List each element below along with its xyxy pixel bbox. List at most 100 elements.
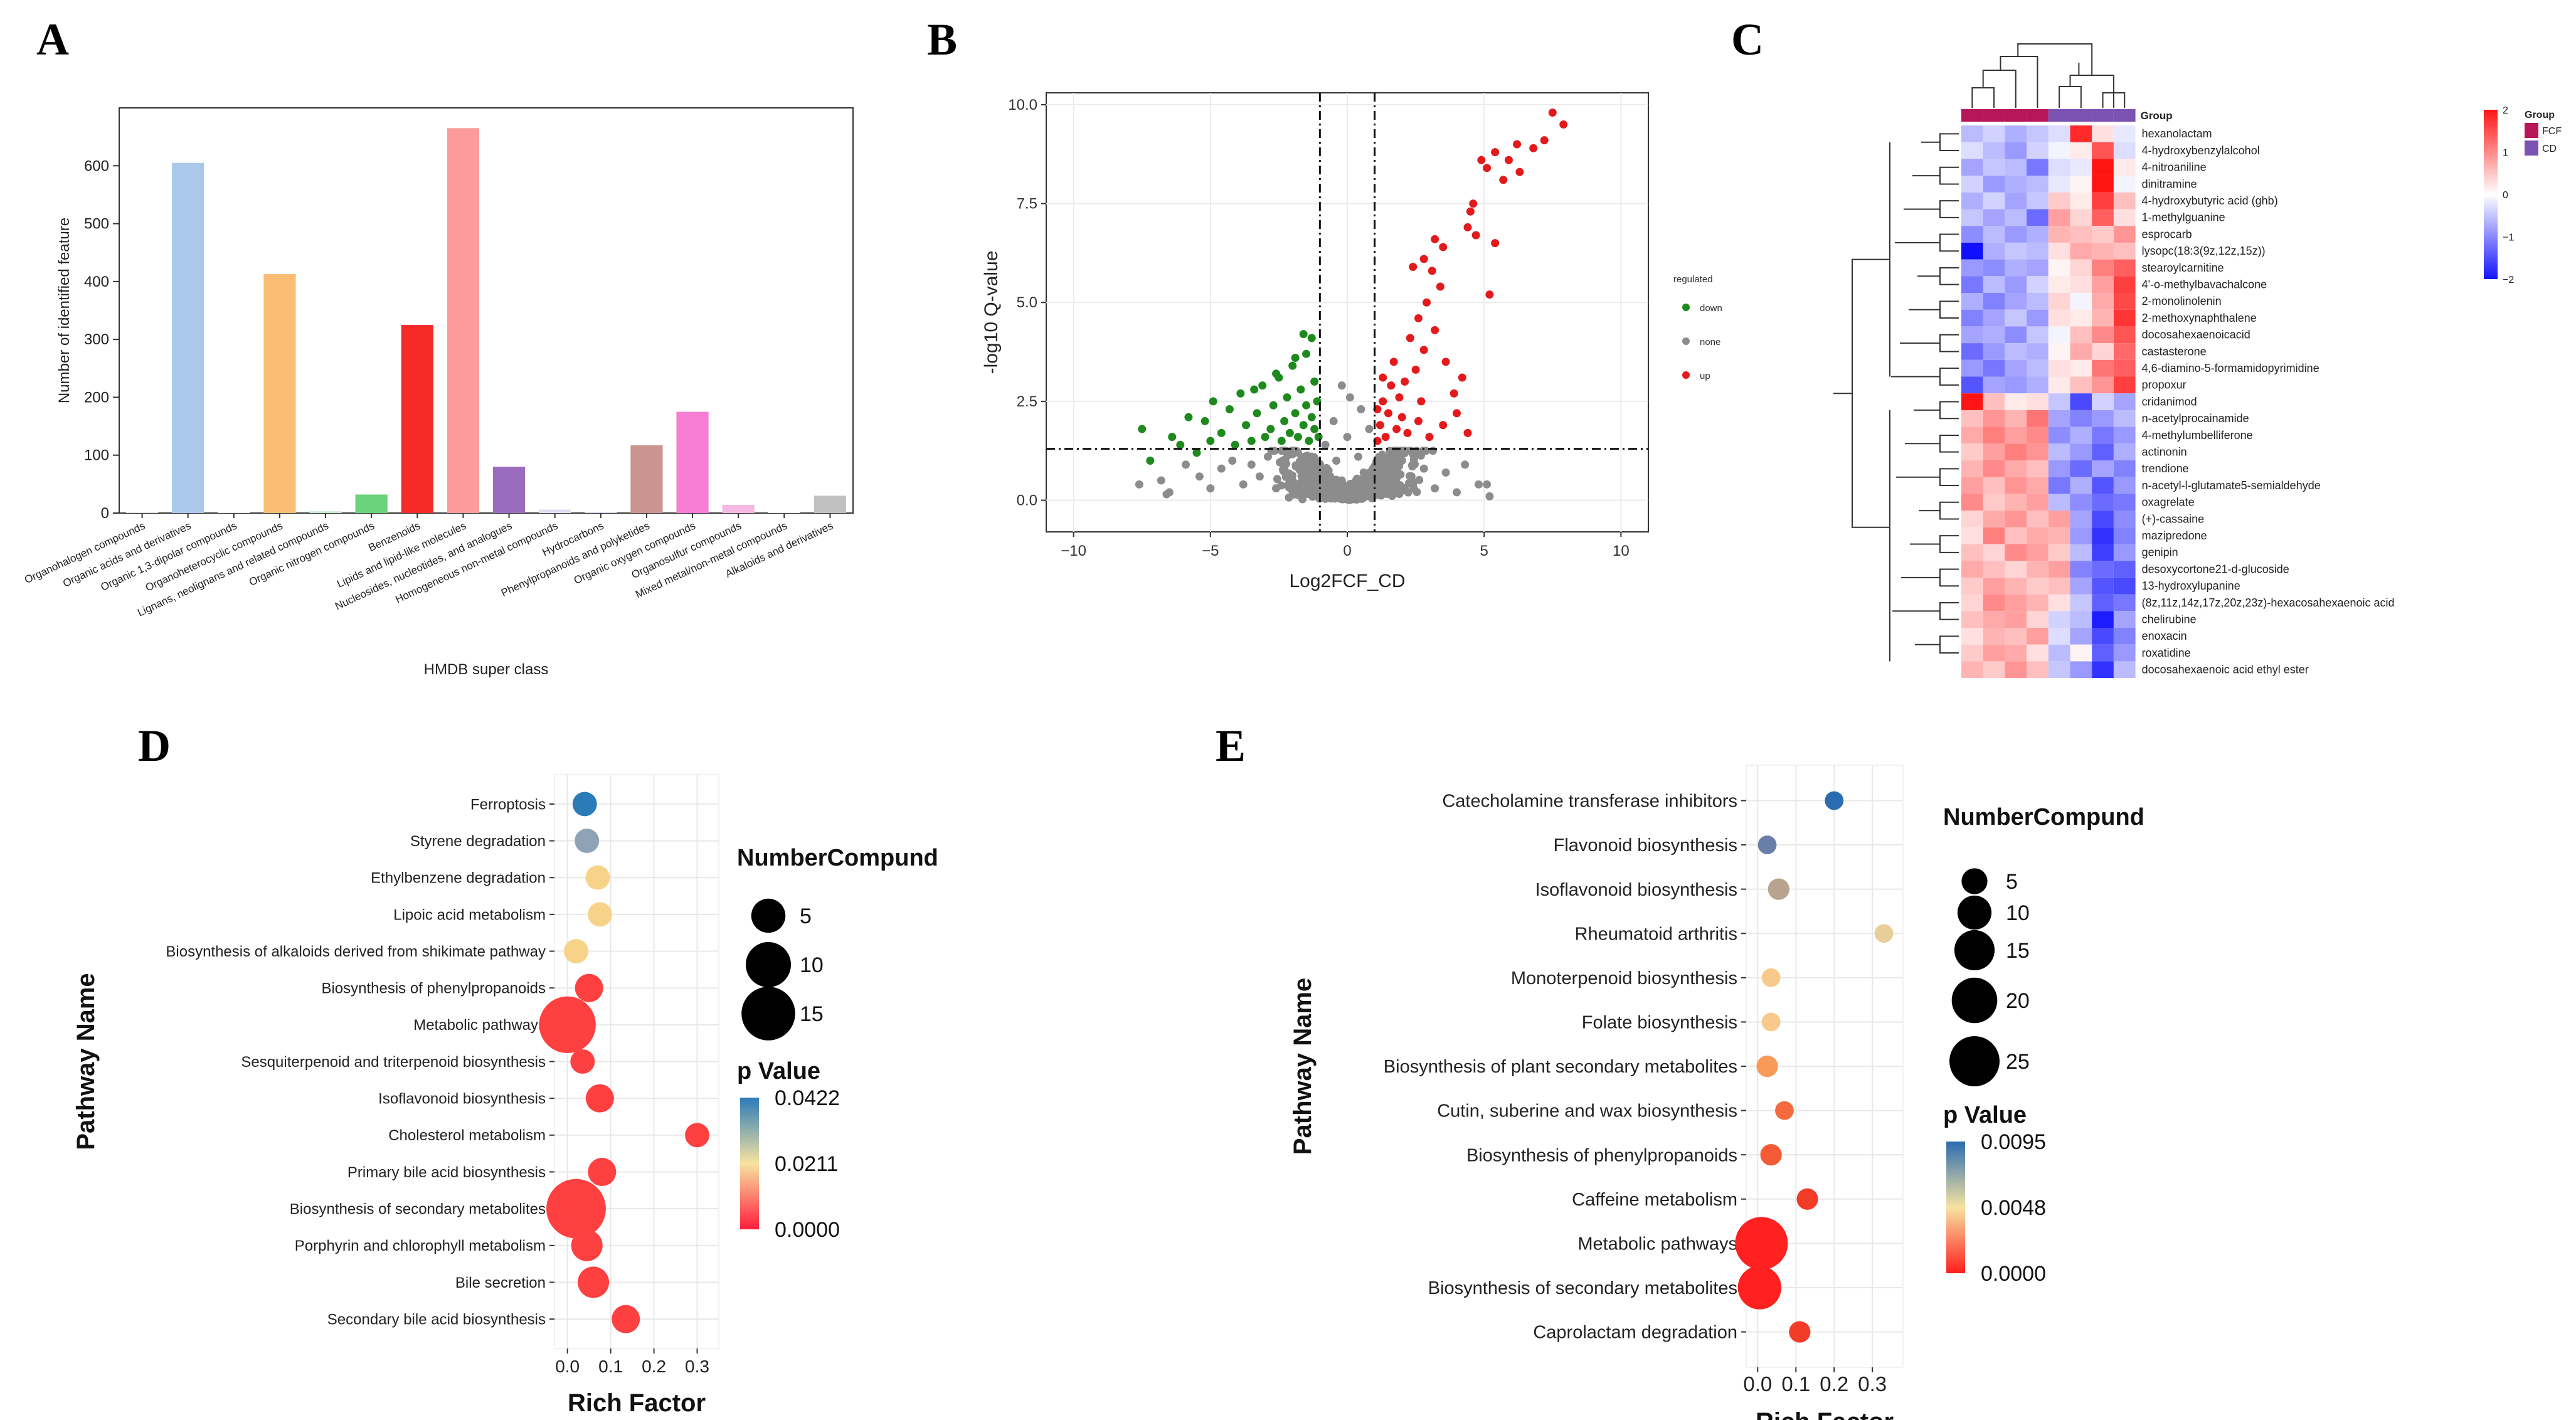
heatmap-cell (2048, 293, 2070, 310)
x-tick-label: 0.0 (1743, 1372, 1772, 1396)
point-up (1450, 389, 1458, 398)
color-legend-label: 0.0048 (1981, 1196, 2046, 1220)
heatmap-cell (2027, 359, 2049, 377)
point-none (1255, 472, 1264, 481)
point-none (1337, 476, 1346, 485)
point-up (1381, 433, 1390, 442)
point-down (1236, 389, 1245, 398)
heatmap-cell (2070, 293, 2092, 310)
volcano-plot: −10 −5 0 5 10 0.0 2.5 5.0 7.5 10.0 Log2FCF_CD -log1… (981, 92, 1722, 591)
point-up (1469, 199, 1478, 208)
point-down (1272, 369, 1281, 378)
colorbar-tick-label: 2 (2503, 105, 2508, 116)
x-tick-label: 0.0 (555, 1357, 580, 1376)
point-up (1513, 140, 1522, 149)
heatmap-cell (2113, 326, 2136, 344)
heatmap-cell (1983, 276, 2005, 293)
heatmap-cell (2070, 544, 2092, 561)
point-down (1231, 440, 1239, 449)
heatmap-cell (2070, 192, 2092, 209)
heatmap-cell (1961, 460, 1983, 477)
group-legend-label-FCF: FCF (2542, 126, 2562, 137)
heatmap-cell (2027, 125, 2049, 142)
point-up (1409, 262, 1418, 271)
bubble (1760, 1144, 1782, 1166)
heatmap-cell (1983, 611, 2005, 628)
heatmap-cell (2092, 511, 2114, 527)
row-label: docosahexaenoicacid (2142, 329, 2250, 341)
color-legend-label: 0.0000 (775, 1218, 840, 1242)
point-none (1415, 475, 1424, 484)
heatmap-cell (2070, 393, 2092, 410)
heatmap-cell (2048, 209, 2070, 226)
bar (355, 494, 388, 513)
heatmap-cell (2027, 209, 2049, 226)
pathway-label: Biosynthesis of alkaloids derived from s… (166, 943, 546, 960)
heatmap-cell (2092, 343, 2114, 360)
pathway-label: Bile secretion (455, 1274, 546, 1291)
heatmap-cell (2113, 309, 2136, 327)
plot-frame (119, 107, 854, 514)
point-none (1239, 480, 1248, 489)
point-down (1283, 393, 1291, 402)
heatmap-cell (2092, 410, 2114, 427)
point-none (1297, 482, 1306, 491)
heatmap-cell (2092, 159, 2114, 176)
heatmap-cell (2005, 544, 2027, 561)
point-up (1463, 428, 1472, 437)
point-up (1548, 109, 1557, 117)
point-up (1540, 136, 1549, 145)
heatmap-cell (2070, 125, 2092, 142)
heatmap-cell (1983, 293, 2005, 310)
point-none (1275, 458, 1284, 467)
bubble (570, 1049, 595, 1074)
point-none (1321, 440, 1330, 449)
point-none (1302, 488, 1311, 497)
heatmap-cell (2113, 494, 2136, 511)
point-none (1354, 452, 1362, 461)
point-down (1296, 385, 1305, 394)
point-up (1417, 397, 1426, 406)
heatmap-cell (2113, 477, 2136, 494)
size-legend-label: 10 (2006, 901, 2030, 925)
pathway-label: Biosynthesis of plant secondary metaboli… (1384, 1057, 1737, 1077)
point-none (1485, 492, 1494, 501)
group-label: Group (2141, 110, 2173, 122)
heatmap-cell (2048, 359, 2070, 377)
point-down (1314, 433, 1323, 442)
bar (722, 505, 755, 513)
heatmap-cell (2005, 159, 2027, 176)
bar (585, 512, 617, 513)
y-tick-label: 2.5 (1017, 393, 1037, 410)
y-tick-label: 7.5 (1017, 196, 1037, 213)
panel-label-c: C (1731, 14, 1764, 65)
pathway-label: Ferroptosis (470, 796, 546, 813)
heatmap-cell (1961, 594, 1983, 612)
heatmap-cell (2113, 410, 2136, 427)
heatmap-cell (1983, 125, 2005, 142)
heatmap-cell (2113, 293, 2136, 310)
point-down (1299, 330, 1308, 339)
bubble (578, 1266, 610, 1298)
heatmap-cell (2048, 176, 2070, 193)
heatmap-cell (2005, 511, 2027, 527)
heatmap-cell (1983, 176, 2005, 193)
size-legend-label: 15 (800, 1002, 824, 1026)
heatmap-cell (1983, 242, 2005, 260)
heatmap-cell (1983, 359, 2005, 377)
point-down (1307, 413, 1316, 421)
bubble (585, 1084, 614, 1113)
pathway-label: Sesquiterpenoid and triterpenoid biosynt… (241, 1054, 546, 1071)
heatmap-cell (2070, 594, 2092, 612)
point-up (1423, 298, 1431, 307)
column-dendrogram (1971, 43, 2126, 108)
heatmap-cell (2070, 259, 2092, 277)
heatmap-cell (2027, 544, 2049, 561)
row-label: lysopc(18:3(9z,12z,15z)) (2142, 245, 2266, 257)
heatmap-cell (2070, 176, 2092, 193)
heatmap-cell (2113, 192, 2136, 209)
heatmap-cell (1961, 427, 1983, 444)
heatmap-cell (2070, 242, 2092, 260)
size-legend-label: 5 (2006, 870, 2018, 894)
point-none (1359, 468, 1368, 477)
